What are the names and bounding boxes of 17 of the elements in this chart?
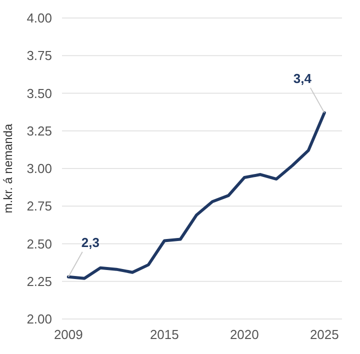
y-tick-label: 2.75 bbox=[26, 198, 52, 214]
x-tick-label: 2009 bbox=[54, 327, 83, 342]
annotation: 2,3 bbox=[81, 234, 100, 250]
x-tick-label: 2025 bbox=[310, 327, 339, 342]
x-tick-label: 2020 bbox=[230, 327, 259, 342]
y-tick-label: 3.50 bbox=[26, 86, 52, 101]
y-tick-label: 2.25 bbox=[26, 274, 52, 289]
annotation: 3,4 bbox=[293, 70, 312, 86]
line-series bbox=[66, 111, 326, 280]
y-tick-label: 2.50 bbox=[26, 236, 52, 252]
x-tick-label: 2015 bbox=[150, 327, 179, 342]
y-tick-label: 3.00 bbox=[26, 161, 52, 176]
y-tick-label: 3.75 bbox=[26, 48, 52, 64]
y-tick-label: 2.00 bbox=[26, 312, 52, 327]
y-tick-label: 3.25 bbox=[26, 123, 52, 138]
y-axis-title: m.kr. á nemanda bbox=[1, 123, 15, 214]
y-tick-label: 4.00 bbox=[26, 10, 52, 26]
